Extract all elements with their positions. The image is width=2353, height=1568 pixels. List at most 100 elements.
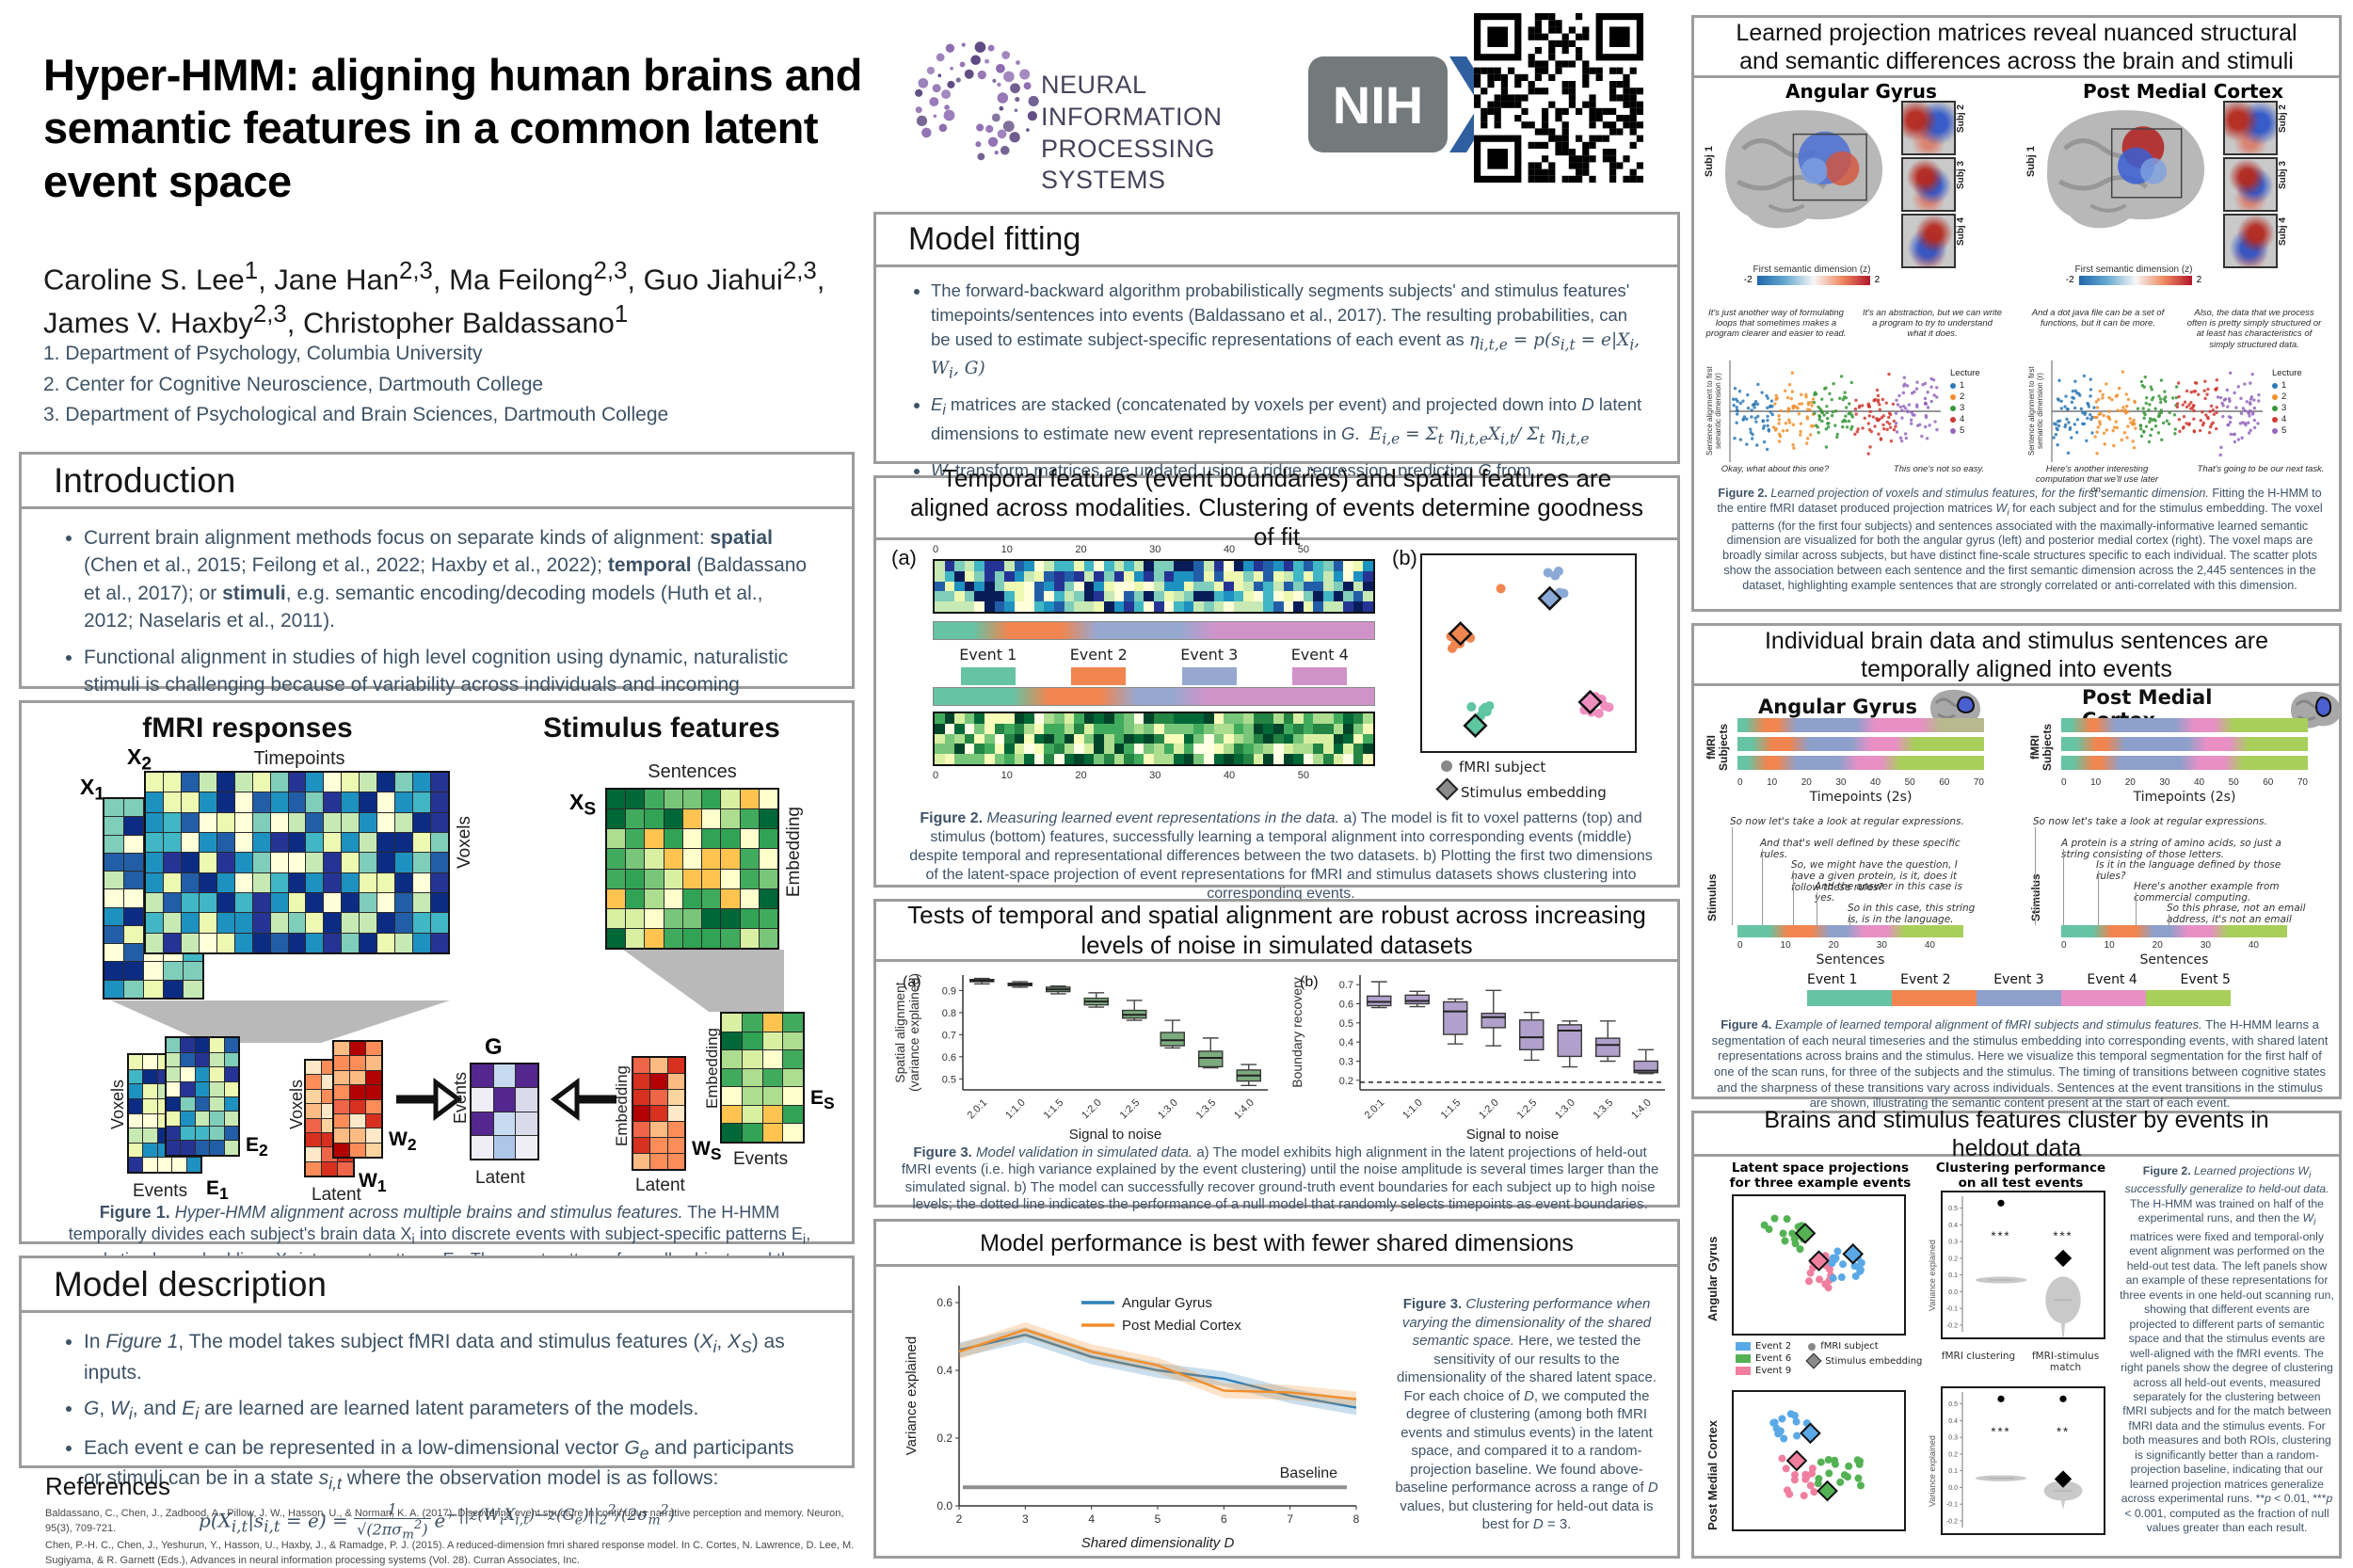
matrix-cell (607, 928, 626, 948)
heldout-scatter-panel (1732, 1194, 1906, 1336)
colorbar-gradient (1756, 275, 1870, 285)
matrix-cell (104, 817, 123, 835)
matrix-cell (1203, 754, 1214, 764)
matrix-cell (702, 928, 721, 948)
matrix-cell (210, 1126, 224, 1141)
matrix-cell (944, 744, 955, 755)
model-fitting-heading: Model fitting (908, 221, 1081, 257)
matrix-cell (626, 908, 645, 928)
matrix-cell (181, 1038, 195, 1052)
matrix-cell (1014, 601, 1025, 612)
matrix-cell (1263, 601, 1274, 612)
svg-text:0.7: 0.7 (942, 1030, 956, 1041)
nih-text: NIH (1333, 75, 1423, 135)
matrix-cell (377, 893, 395, 913)
matrix-cell (163, 933, 181, 952)
matrix-cell (1054, 744, 1064, 755)
matrix-cell (994, 601, 1005, 612)
matrix-cell (954, 581, 965, 592)
matrix-cell (124, 835, 143, 853)
matrix-cell (1273, 744, 1284, 755)
matrix-cell (1153, 744, 1164, 755)
matrix-cell (1024, 723, 1034, 734)
matrix-cell (216, 812, 234, 832)
matrix-cell (1064, 744, 1075, 755)
matrix-cell (270, 792, 288, 812)
matrix-cell (181, 833, 199, 853)
matrix-cell (994, 733, 1005, 744)
svg-text:1:1.0: 1:1.0 (1003, 1097, 1028, 1122)
matrix-cell (682, 869, 702, 888)
svg-text:0.1: 0.1 (1948, 1468, 1958, 1475)
matrix-cell (124, 980, 143, 998)
matrix-cell (964, 570, 975, 582)
matrix-cell (1163, 570, 1175, 582)
matrix-cell (1104, 754, 1114, 764)
matrix-cell (1094, 581, 1105, 592)
matrix-cell (395, 833, 413, 853)
matrix-cell (1243, 733, 1254, 744)
matrix-cell (1333, 601, 1344, 612)
quote: This one's not so easy. (1893, 464, 1985, 474)
stimulus-heatmap (933, 712, 1375, 766)
matrix-cell (722, 1032, 742, 1050)
svg-text:1:3.5: 1:3.5 (1592, 1097, 1616, 1122)
matrix-cell (954, 561, 965, 571)
matrix-cell (1044, 754, 1055, 764)
matrix-cell (650, 1058, 667, 1073)
svg-text:Spatial alignment: Spatial alignment (892, 982, 907, 1083)
matrix-cell (1203, 570, 1214, 582)
matrix-cell (143, 1143, 157, 1158)
fig1-ws-label: WS (692, 1138, 722, 1164)
matrix-cell (994, 754, 1005, 764)
subj1-label: Subj 1 (2025, 146, 2037, 178)
matrix-cell (516, 1135, 537, 1159)
matrix-cell (645, 908, 664, 928)
matrix-cell (360, 853, 377, 872)
matrix-cell (762, 1014, 783, 1032)
matrix-cell (1083, 570, 1095, 582)
roi-header: Angular Gyrus (1758, 686, 1985, 728)
matrix-cell (210, 1038, 224, 1052)
qr-code (1474, 13, 1643, 183)
matrix-cell (1074, 723, 1084, 734)
matrix-cell (124, 944, 143, 962)
matrix-cell (288, 773, 306, 792)
matrix-cell (964, 723, 975, 734)
matrix-cell (1283, 733, 1294, 744)
matrix-cell (1303, 713, 1314, 724)
matrix-cell (306, 1147, 321, 1161)
matrix-cell (1263, 581, 1274, 592)
fig1-latent-label-3: Latent (635, 1176, 685, 1195)
matrix-cell (413, 872, 431, 892)
matrix-cell (431, 853, 448, 872)
matrix-cell (366, 1042, 381, 1056)
matrix-cell (306, 1132, 321, 1147)
event-bar-top (933, 621, 1375, 640)
matrix-cell (270, 812, 288, 832)
matrix-cell (664, 809, 682, 829)
matrix-cell (350, 1070, 365, 1085)
matrix-cell (288, 913, 306, 933)
matrix-cell (334, 1099, 349, 1113)
svg-text:0.6: 0.6 (942, 1052, 956, 1064)
matrix-cell (1074, 713, 1084, 724)
matrix-cell (288, 872, 306, 892)
matrix-cell (1024, 744, 1034, 755)
fig1-events-label-1: Events (133, 1181, 188, 1201)
matrix-cell (1183, 591, 1194, 602)
matrix-cell (1343, 581, 1353, 592)
matrix-cell (1213, 561, 1225, 571)
references-heading: References (45, 1472, 170, 1500)
matrix-cell (195, 1067, 210, 1081)
matrix-cell (645, 829, 664, 849)
matrix-cell (721, 829, 740, 849)
matrix-cell (1083, 581, 1095, 592)
matrix-cell (493, 1064, 516, 1088)
matrix-cell (1033, 601, 1045, 612)
matrix-cell (1033, 581, 1045, 592)
matrix-cell (1113, 733, 1125, 744)
matrix-cell (163, 792, 181, 812)
list-item: The forward-backward algorithm probabili… (931, 279, 1649, 384)
matrix-cell (1133, 561, 1144, 571)
